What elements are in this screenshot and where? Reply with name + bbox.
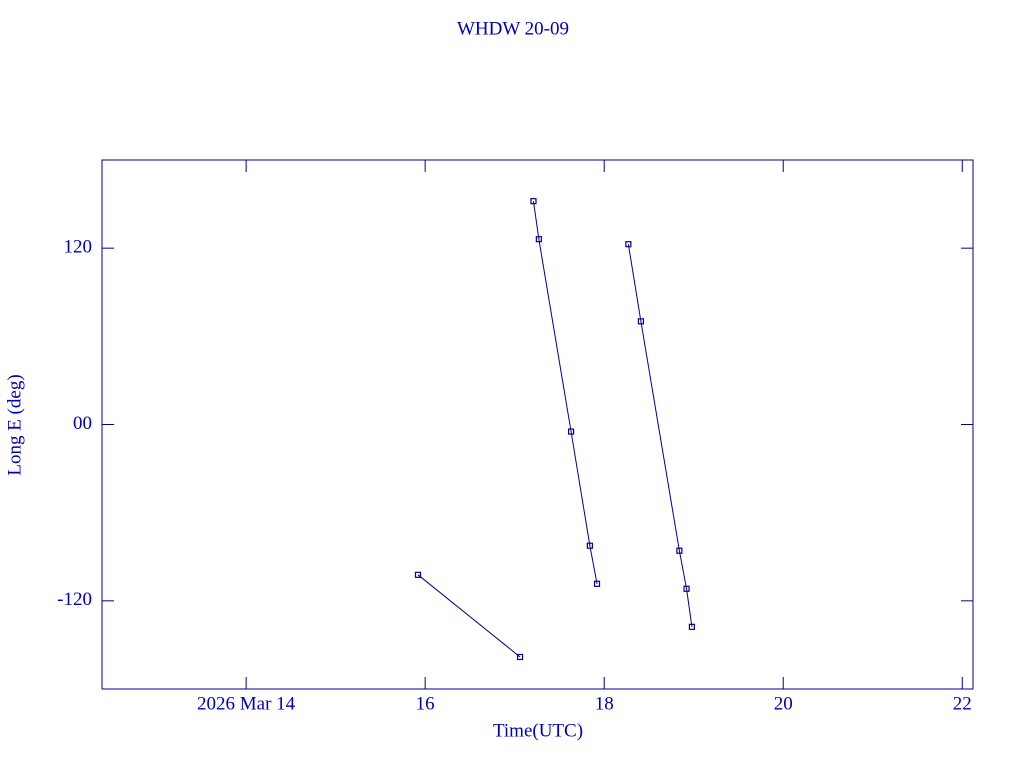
x-tick-label: 16 xyxy=(416,693,435,714)
chart-title: WHDW 20-09 xyxy=(457,18,569,39)
x-tick-label: 18 xyxy=(595,693,614,714)
x-tick-label: 2026 Mar 14 xyxy=(197,693,296,714)
point-marker xyxy=(688,623,696,630)
point-marker xyxy=(676,547,683,554)
point-marker xyxy=(530,198,537,205)
x-tick-label: 20 xyxy=(774,693,793,714)
x-axis-label: Time(UTC) xyxy=(493,720,583,741)
point-marker xyxy=(593,580,601,587)
x-tick-label: 22 xyxy=(953,693,972,714)
point-marker xyxy=(586,542,593,549)
plot-frame xyxy=(101,159,974,690)
point-marker xyxy=(535,236,542,243)
track-line xyxy=(417,201,693,658)
point-marker xyxy=(516,653,524,661)
point-marker xyxy=(567,428,575,435)
point-marker xyxy=(414,571,422,578)
y-axis-label: Long E (deg) xyxy=(4,374,25,475)
y-tick-label: 00 xyxy=(73,413,92,434)
point-marker xyxy=(637,318,644,325)
y-tick-label: -120 xyxy=(57,589,92,610)
point-marker xyxy=(625,241,632,248)
y-tick-label: 120 xyxy=(64,237,93,258)
point-marker xyxy=(683,585,690,592)
